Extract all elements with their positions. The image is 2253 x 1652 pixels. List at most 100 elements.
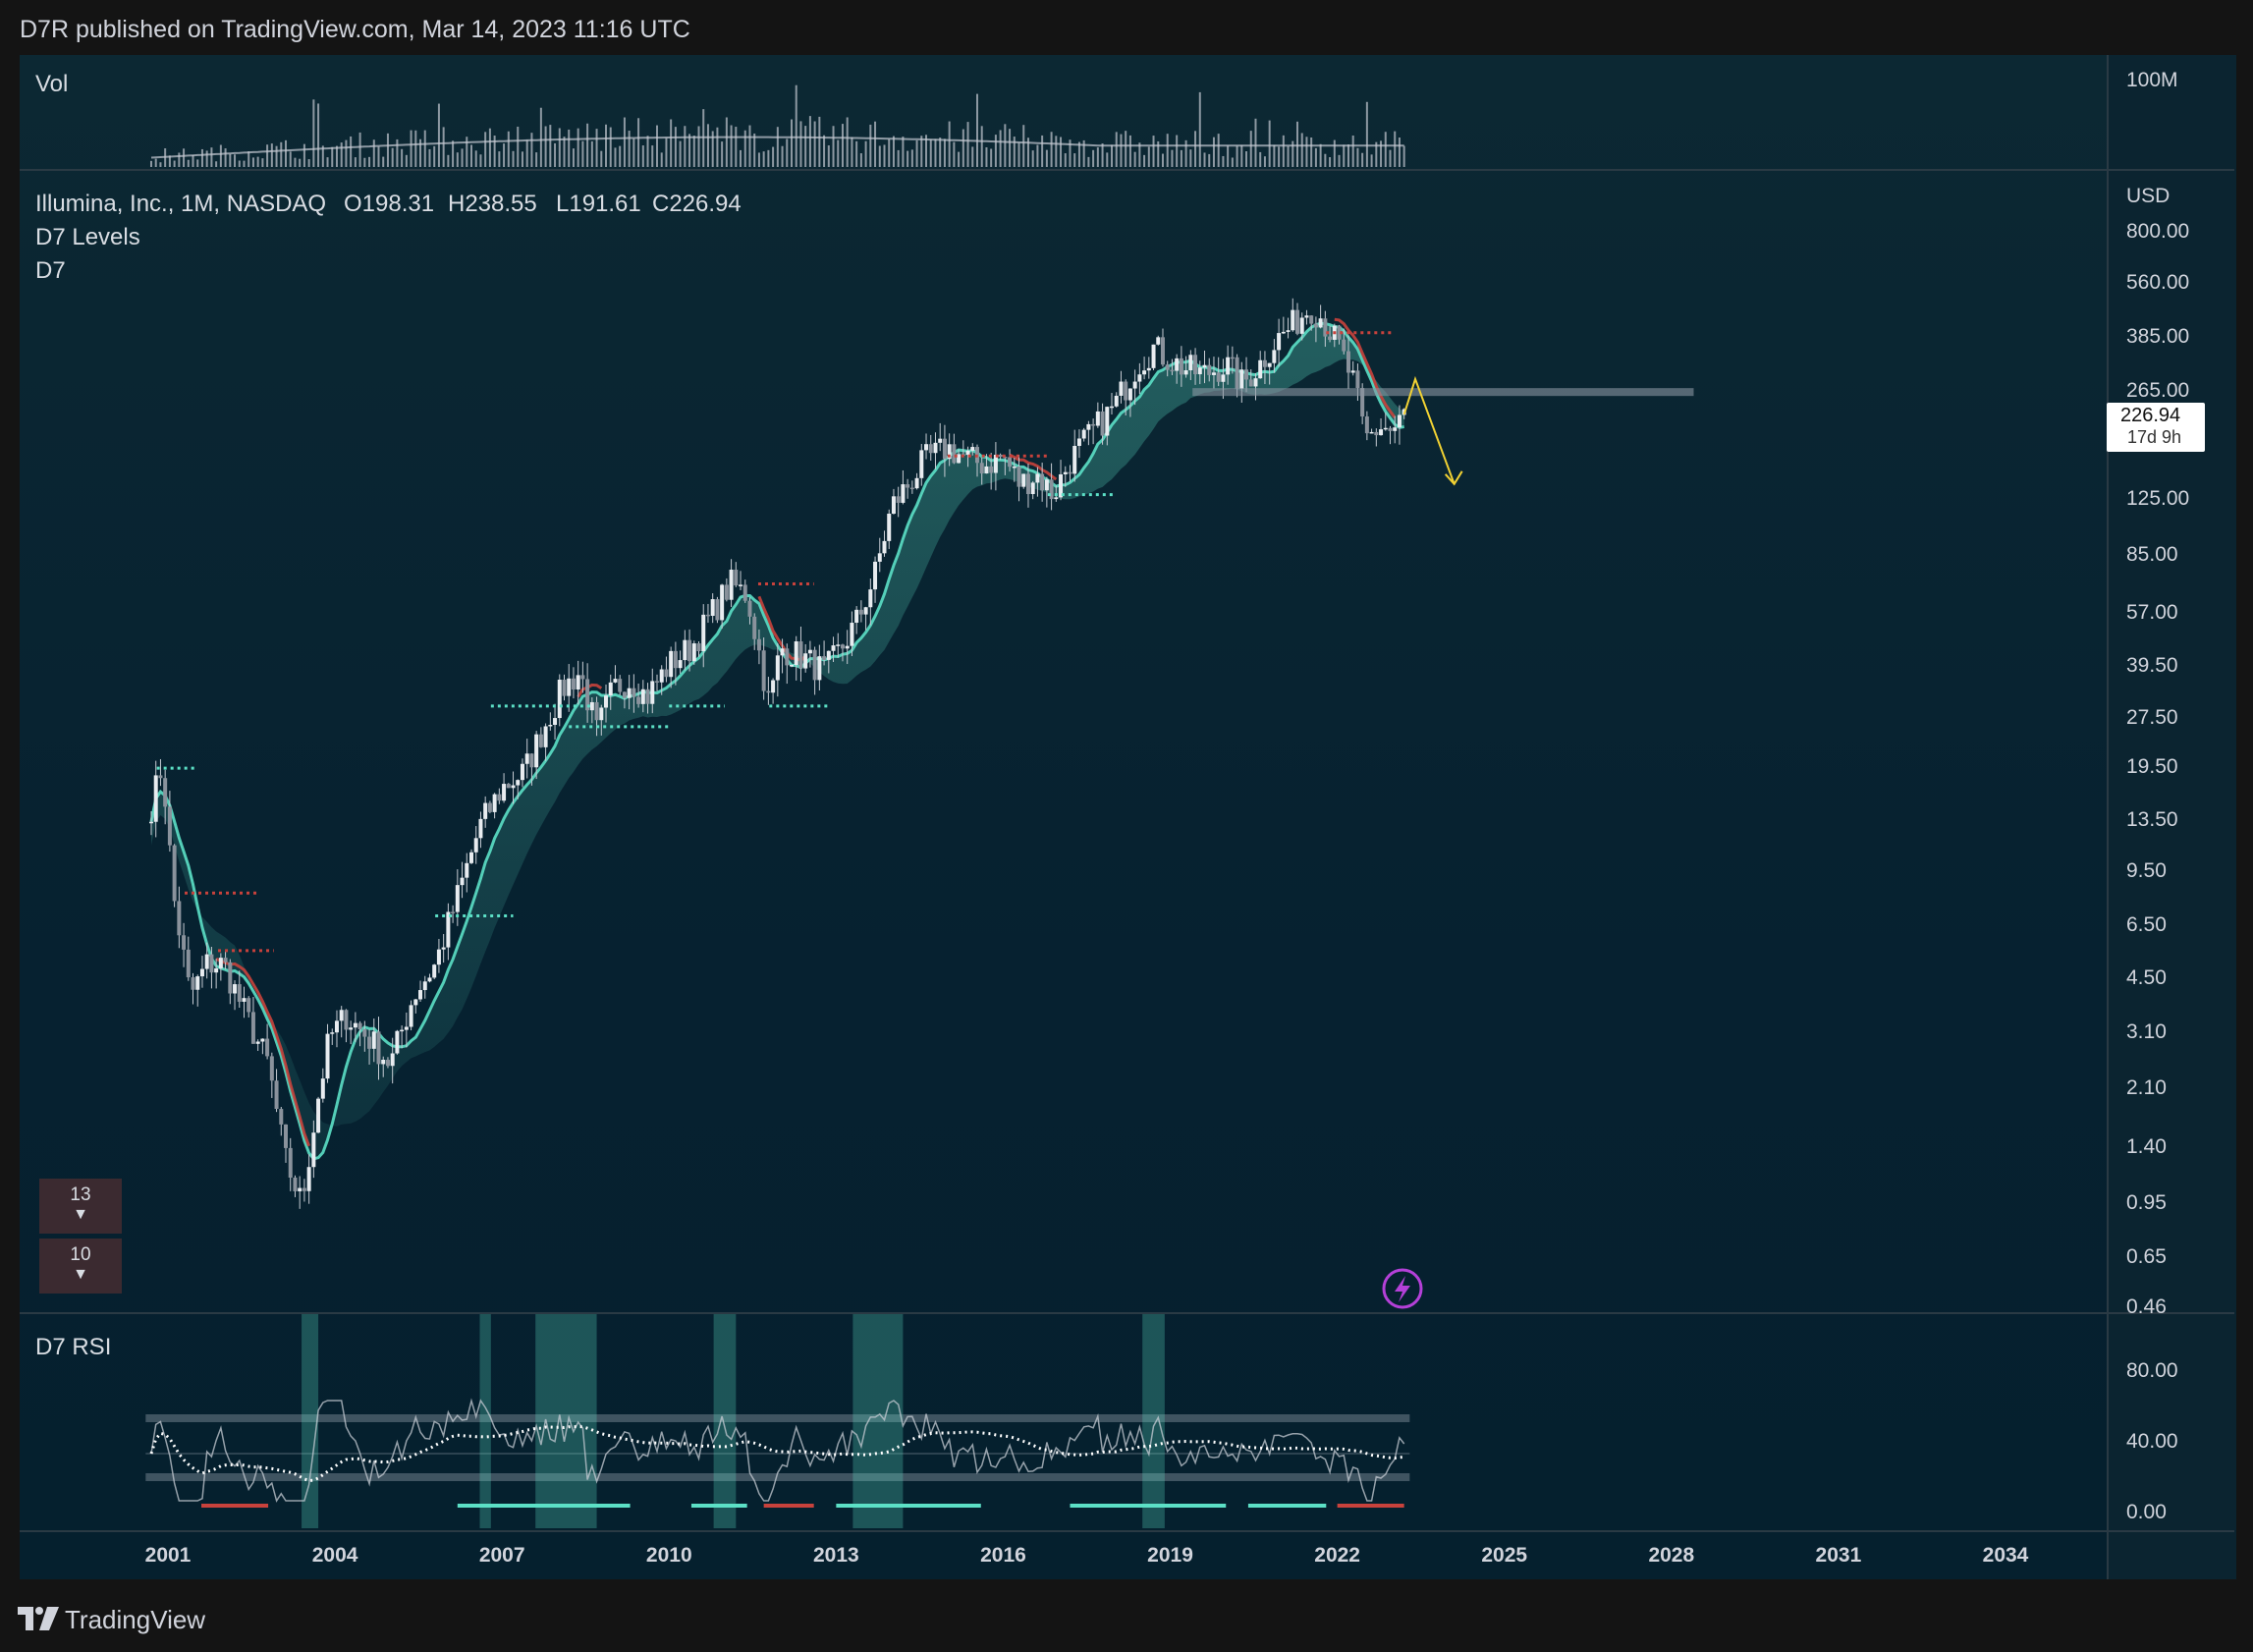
candle-body [186,949,191,978]
volume-bar [1375,141,1378,167]
candle-body [1253,378,1258,387]
currency-label[interactable]: USD [2126,185,2171,207]
indicator-d7-levels[interactable]: D7 Levels [35,224,140,250]
candle-body [836,644,841,646]
candle-body [209,954,214,973]
candle-body [311,1132,316,1168]
candle-body [1127,388,1132,401]
volume-bar [149,160,152,167]
pane-separator-volume[interactable] [20,169,2234,171]
signal-badge-value: 10 [70,1244,91,1265]
volume-bar [294,157,297,167]
volume-bar [762,151,765,167]
candle-body [924,444,929,451]
volume-bar [312,99,315,167]
volume-bar [985,146,988,167]
candle-body [1350,370,1355,373]
candle-body [524,753,529,764]
candle-body [696,643,701,652]
volume-bar [530,133,533,167]
volume-bar [183,148,186,167]
candle-body [752,616,757,639]
candle-body [906,484,910,488]
volume-bar [558,128,561,167]
volume-bar [1319,143,1322,167]
candle-body [1258,359,1263,379]
volume-bar [386,133,389,167]
volume-bar [1184,139,1187,167]
volume-bar [1212,137,1215,167]
candle-body [1146,367,1151,371]
candle-body [557,680,562,719]
volume-bar [563,137,566,167]
volume-bar [953,141,956,167]
volume-bar [1236,145,1238,167]
volume-bar [1077,141,1080,167]
time-tick-label: 2034 [1982,1544,2029,1567]
candle-body [506,784,511,789]
candle-body [739,584,743,586]
candle-body [255,1041,260,1044]
volume-bar [196,159,199,167]
candle-body [362,1029,367,1037]
tradingview-brand[interactable]: TradingView [65,1605,206,1634]
symbol-line[interactable]: Illumina, Inc., 1M, NASDAQ [35,191,327,217]
volume-bar [215,161,218,167]
candle-body [794,641,798,666]
volume-bar [1013,137,1016,167]
candle-body [1021,473,1026,487]
trend-cloud [151,323,1404,1159]
chart-frame[interactable] [20,55,2234,1579]
volume-bar [1152,136,1155,167]
candle-body [1355,370,1360,389]
indicator-d7[interactable]: D7 [35,257,66,284]
candle-body [1124,381,1128,401]
candle-body [1202,364,1207,368]
tradingview-logo-icon[interactable] [18,1605,61,1632]
lightning-icon[interactable] [1382,1268,1423,1309]
signal-badge-2[interactable]: 10 ▼ [39,1239,122,1294]
candle-body [720,584,725,621]
volume-bar [238,160,241,167]
volume-bar [544,126,547,167]
volume-bar [507,131,510,167]
candle-body [432,964,437,978]
candle-body [608,682,613,696]
volume-bar [270,143,273,167]
candle-body [1076,438,1081,446]
pane-separator-rsi[interactable] [20,1312,2234,1314]
volume-bar [363,157,366,167]
trend-line [149,321,1404,1161]
price-axis[interactable] [2107,55,2236,1579]
rsi-label[interactable]: D7 RSI [35,1334,112,1360]
candle-body [710,599,715,617]
candle-body [177,901,182,936]
candle-body [673,650,678,669]
candle-body [1360,388,1365,417]
candle-body [357,1022,362,1030]
candle-body [1374,431,1379,436]
candle-body [390,1053,395,1067]
candle-body [148,821,153,824]
candle-body [1388,427,1393,431]
time-axis-separator [20,1530,2234,1532]
volume-bar [503,143,506,167]
candle-body [284,1124,289,1148]
volume-bar [670,119,673,167]
volume-bar [466,137,468,167]
volume-bar [855,140,858,167]
volume-bar [1356,147,1359,167]
price-tick-label: 57.00 [2126,600,2178,624]
candle-body [1230,357,1235,359]
volume-bar [641,145,644,167]
volume-bar [971,146,974,167]
candle-body [645,688,650,704]
candle-body [1244,369,1249,380]
volume-bar [1338,154,1341,167]
resistance-level [1192,388,1694,397]
signal-badge-1[interactable]: 13 ▼ [39,1179,122,1234]
candle-body [497,794,502,801]
candle-body [1086,423,1091,430]
price-tick-label: 6.50 [2126,913,2167,937]
